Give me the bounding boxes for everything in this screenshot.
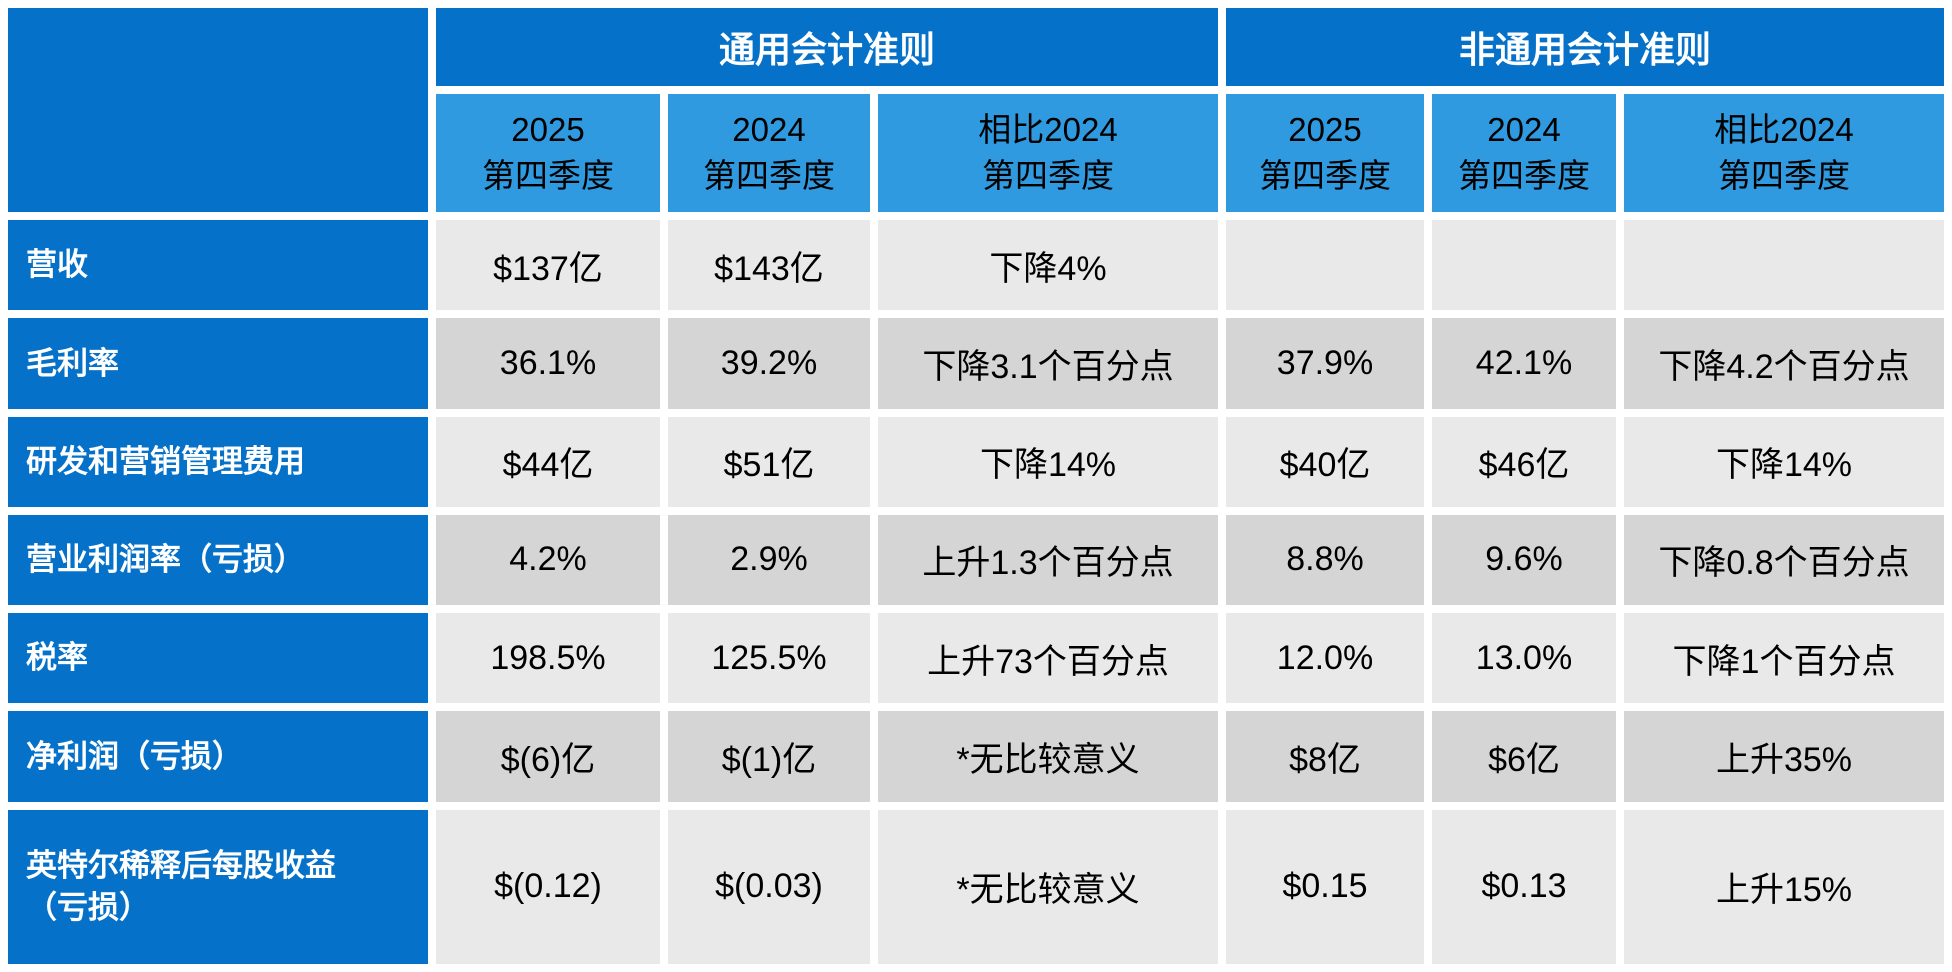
data-cell: 42.1% (1432, 318, 1616, 409)
data-cell: 39.2% (668, 318, 870, 409)
data-cell: 125.5% (668, 613, 870, 704)
data-cell: $143亿 (668, 220, 870, 311)
data-cell: $(0.12) (436, 809, 660, 964)
data-cell: 8.8% (1226, 514, 1424, 606)
data-cell: 13.0% (1432, 613, 1616, 704)
data-cell: 下降0.8个百分点 (1624, 514, 1944, 606)
data-cell: $137亿 (436, 220, 660, 311)
table-row-revenue: 营收 $137亿 $143亿 下降4% (8, 220, 1944, 311)
data-cell: $(1)亿 (668, 711, 870, 802)
data-cell: $40亿 (1226, 416, 1424, 507)
row-label: 英特尔稀释后每股收益 （亏损） (8, 809, 428, 964)
column-header-gaap-q4-2024: 2024 第四季度 (668, 94, 870, 212)
data-cell: $8亿 (1226, 711, 1424, 802)
row-label: 净利润（亏损） (8, 711, 428, 802)
row-label: 税率 (8, 613, 428, 704)
column-header-nongaap-vs-q4-2024: 相比2024 第四季度 (1624, 94, 1944, 212)
data-cell: 12.0% (1226, 613, 1424, 704)
data-cell: $(0.03) (668, 809, 870, 964)
data-cell: 上升35% (1624, 711, 1944, 802)
data-cell: 4.2% (436, 514, 660, 606)
data-cell (1624, 220, 1944, 311)
group-header-gaap: 通用会计准则 (436, 8, 1218, 86)
data-cell: $0.15 (1226, 809, 1424, 964)
data-cell: 36.1% (436, 318, 660, 409)
corner-cell (8, 8, 428, 212)
table-row-net-income: 净利润（亏损） $(6)亿 $(1)亿 *无比较意义 $8亿 $6亿 上升35% (8, 711, 1944, 802)
table-row-diluted-eps: 英特尔稀释后每股收益 （亏损） $(0.12) $(0.03) *无比较意义 $… (8, 809, 1944, 964)
data-cell: *无比较意义 (878, 711, 1218, 802)
data-cell: 下降14% (1624, 416, 1944, 507)
data-cell: $(6)亿 (436, 711, 660, 802)
group-header-row: 通用会计准则 非通用会计准则 (8, 8, 1944, 212)
data-cell: 2.9% (668, 514, 870, 606)
data-cell: $51亿 (668, 416, 870, 507)
data-cell: 9.6% (1432, 514, 1616, 606)
column-header-gaap-vs-q4-2024: 相比2024 第四季度 (878, 94, 1218, 212)
data-cell: $0.13 (1432, 809, 1616, 964)
data-cell: $44亿 (436, 416, 660, 507)
row-label: 营业利润率（亏损） (8, 514, 428, 606)
data-cell: 下降4.2个百分点 (1624, 318, 1944, 409)
table-row-tax-rate: 税率 198.5% 125.5% 上升73个百分点 12.0% 13.0% 下降… (8, 613, 1944, 704)
data-cell: $46亿 (1432, 416, 1616, 507)
data-cell: 上升15% (1624, 809, 1944, 964)
data-cell: 上升1.3个百分点 (878, 514, 1218, 606)
column-header-nongaap-q4-2025: 2025 第四季度 (1226, 94, 1424, 212)
data-cell (1432, 220, 1616, 311)
row-label: 毛利率 (8, 318, 428, 409)
data-cell: 上升73个百分点 (878, 613, 1218, 704)
column-header-gaap-q4-2025: 2025 第四季度 (436, 94, 660, 212)
row-label: 研发和营销管理费用 (8, 416, 428, 507)
table-row-gross-margin: 毛利率 36.1% 39.2% 下降3.1个百分点 37.9% 42.1% 下降… (8, 318, 1944, 409)
table-row-rd-mgna-expenses: 研发和营销管理费用 $44亿 $51亿 下降14% $40亿 $46亿 下降14… (8, 416, 1944, 507)
table-row-operating-margin: 营业利润率（亏损） 4.2% 2.9% 上升1.3个百分点 8.8% 9.6% … (8, 514, 1944, 606)
data-cell: 下降14% (878, 416, 1218, 507)
data-cell: 37.9% (1226, 318, 1424, 409)
data-cell: $6亿 (1432, 711, 1616, 802)
data-cell: 下降3.1个百分点 (878, 318, 1218, 409)
data-cell: 下降1个百分点 (1624, 613, 1944, 704)
row-label: 营收 (8, 220, 428, 311)
data-cell: *无比较意义 (878, 809, 1218, 964)
group-header-non-gaap: 非通用会计准则 (1226, 8, 1944, 86)
data-cell (1226, 220, 1424, 311)
column-header-row: 2025 第四季度 2024 第四季度 相比2024 第四季度 2025 第四季… (8, 94, 1944, 212)
data-cell: 下降4% (878, 220, 1218, 311)
column-header-nongaap-q4-2024: 2024 第四季度 (1432, 94, 1616, 212)
data-cell: 198.5% (436, 613, 660, 704)
